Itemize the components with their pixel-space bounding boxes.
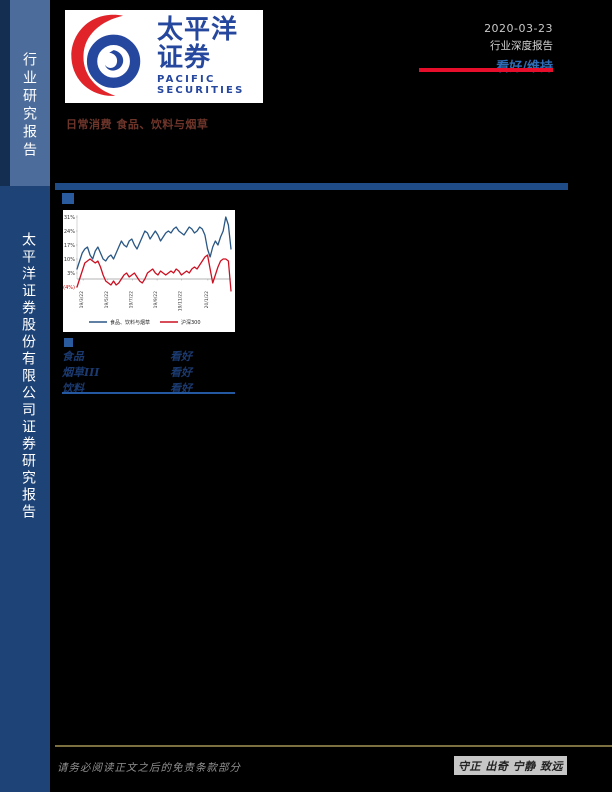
ratings-rows: 食品 看好 烟草III 看好 饮料 看好: [62, 348, 235, 396]
line-chart-canvas: 31% 24% 17% 10% 3% (4%) 19/3/22 19/5/22 19/7/22 1…: [63, 215, 232, 326]
svg-text:(4%): (4%): [63, 285, 75, 291]
svg-text:食品、饮料与烟草: 食品、饮料与烟草: [110, 319, 150, 326]
sidebar-company-label: 太平洋证券股份有限公司证券研究报告: [20, 232, 36, 521]
industry-rating: 看好/维持: [380, 56, 553, 75]
logo-en-name: PACIFIC SECURITIES: [157, 73, 245, 96]
sidebar-top-panel: [10, 0, 50, 186]
section-divider-bar: [55, 183, 568, 190]
svg-text:24%: 24%: [64, 229, 75, 235]
svg-text:19/9/22: 19/9/22: [153, 291, 159, 308]
footer-divider-line: [55, 745, 612, 747]
relative-performance-chart: 31% 24% 17% 10% 3% (4%) 19/3/22 19/5/22 19/7/22 1…: [63, 210, 235, 332]
subindustry-rating: 看好: [170, 382, 192, 395]
table-underline: [62, 392, 235, 394]
svg-text:19/5/22: 19/5/22: [104, 291, 110, 308]
section-bullet-icon: [62, 193, 74, 204]
motto-box: 守正 出奇 宁静 致远: [454, 756, 567, 775]
subindustry-name: 饮料: [62, 382, 84, 395]
svg-text:19/3/22: 19/3/22: [79, 291, 85, 308]
svg-text:沪深300: 沪深300: [181, 319, 201, 326]
table-row: 烟草III 看好: [62, 364, 235, 380]
logo-box: 太平洋证券 PACIFIC SECURITIES: [65, 10, 263, 103]
motto-text: 守正 出奇 宁静 致远: [458, 759, 563, 773]
table-row: 食品 看好: [62, 348, 235, 364]
pacific-securities-logo-icon: [71, 14, 141, 96]
svg-text:3%: 3%: [67, 271, 75, 277]
industry-category: 日常消费 食品、饮料与烟草: [66, 118, 209, 131]
svg-text:31%: 31%: [64, 215, 75, 221]
subindustry-rating: 看好: [170, 350, 192, 363]
svg-text:19/11/22: 19/11/22: [178, 291, 184, 311]
logo-text: 太平洋证券 PACIFIC SECURITIES: [157, 17, 263, 96]
rating-underline: [419, 68, 553, 72]
sidebar-accent-strip: [0, 0, 10, 186]
sidebar-report-type-label: 行业研究报告: [21, 52, 37, 160]
subindustry-ratings-table: 食品 看好 烟草III 看好 饮料 看好: [62, 348, 235, 396]
report-type: 行业深度报告: [490, 40, 553, 52]
logo-cn-name: 太平洋证券: [157, 15, 239, 73]
disclaimer-text: 请务必阅读正文之后的免责条款部分: [57, 762, 241, 774]
subindustry-name: 烟草III: [62, 366, 100, 379]
section-bullet-icon: [64, 338, 73, 347]
subindustry-rating: 看好: [170, 366, 192, 379]
svg-text:17%: 17%: [64, 243, 75, 249]
table-row: 饮料 看好: [62, 380, 235, 396]
svg-text:10%: 10%: [64, 257, 75, 263]
report-date: 2020-03-23: [484, 22, 553, 35]
svg-text:20/1/22: 20/1/22: [204, 291, 210, 308]
subindustry-name: 食品: [62, 350, 84, 363]
svg-text:19/7/22: 19/7/22: [128, 291, 134, 308]
